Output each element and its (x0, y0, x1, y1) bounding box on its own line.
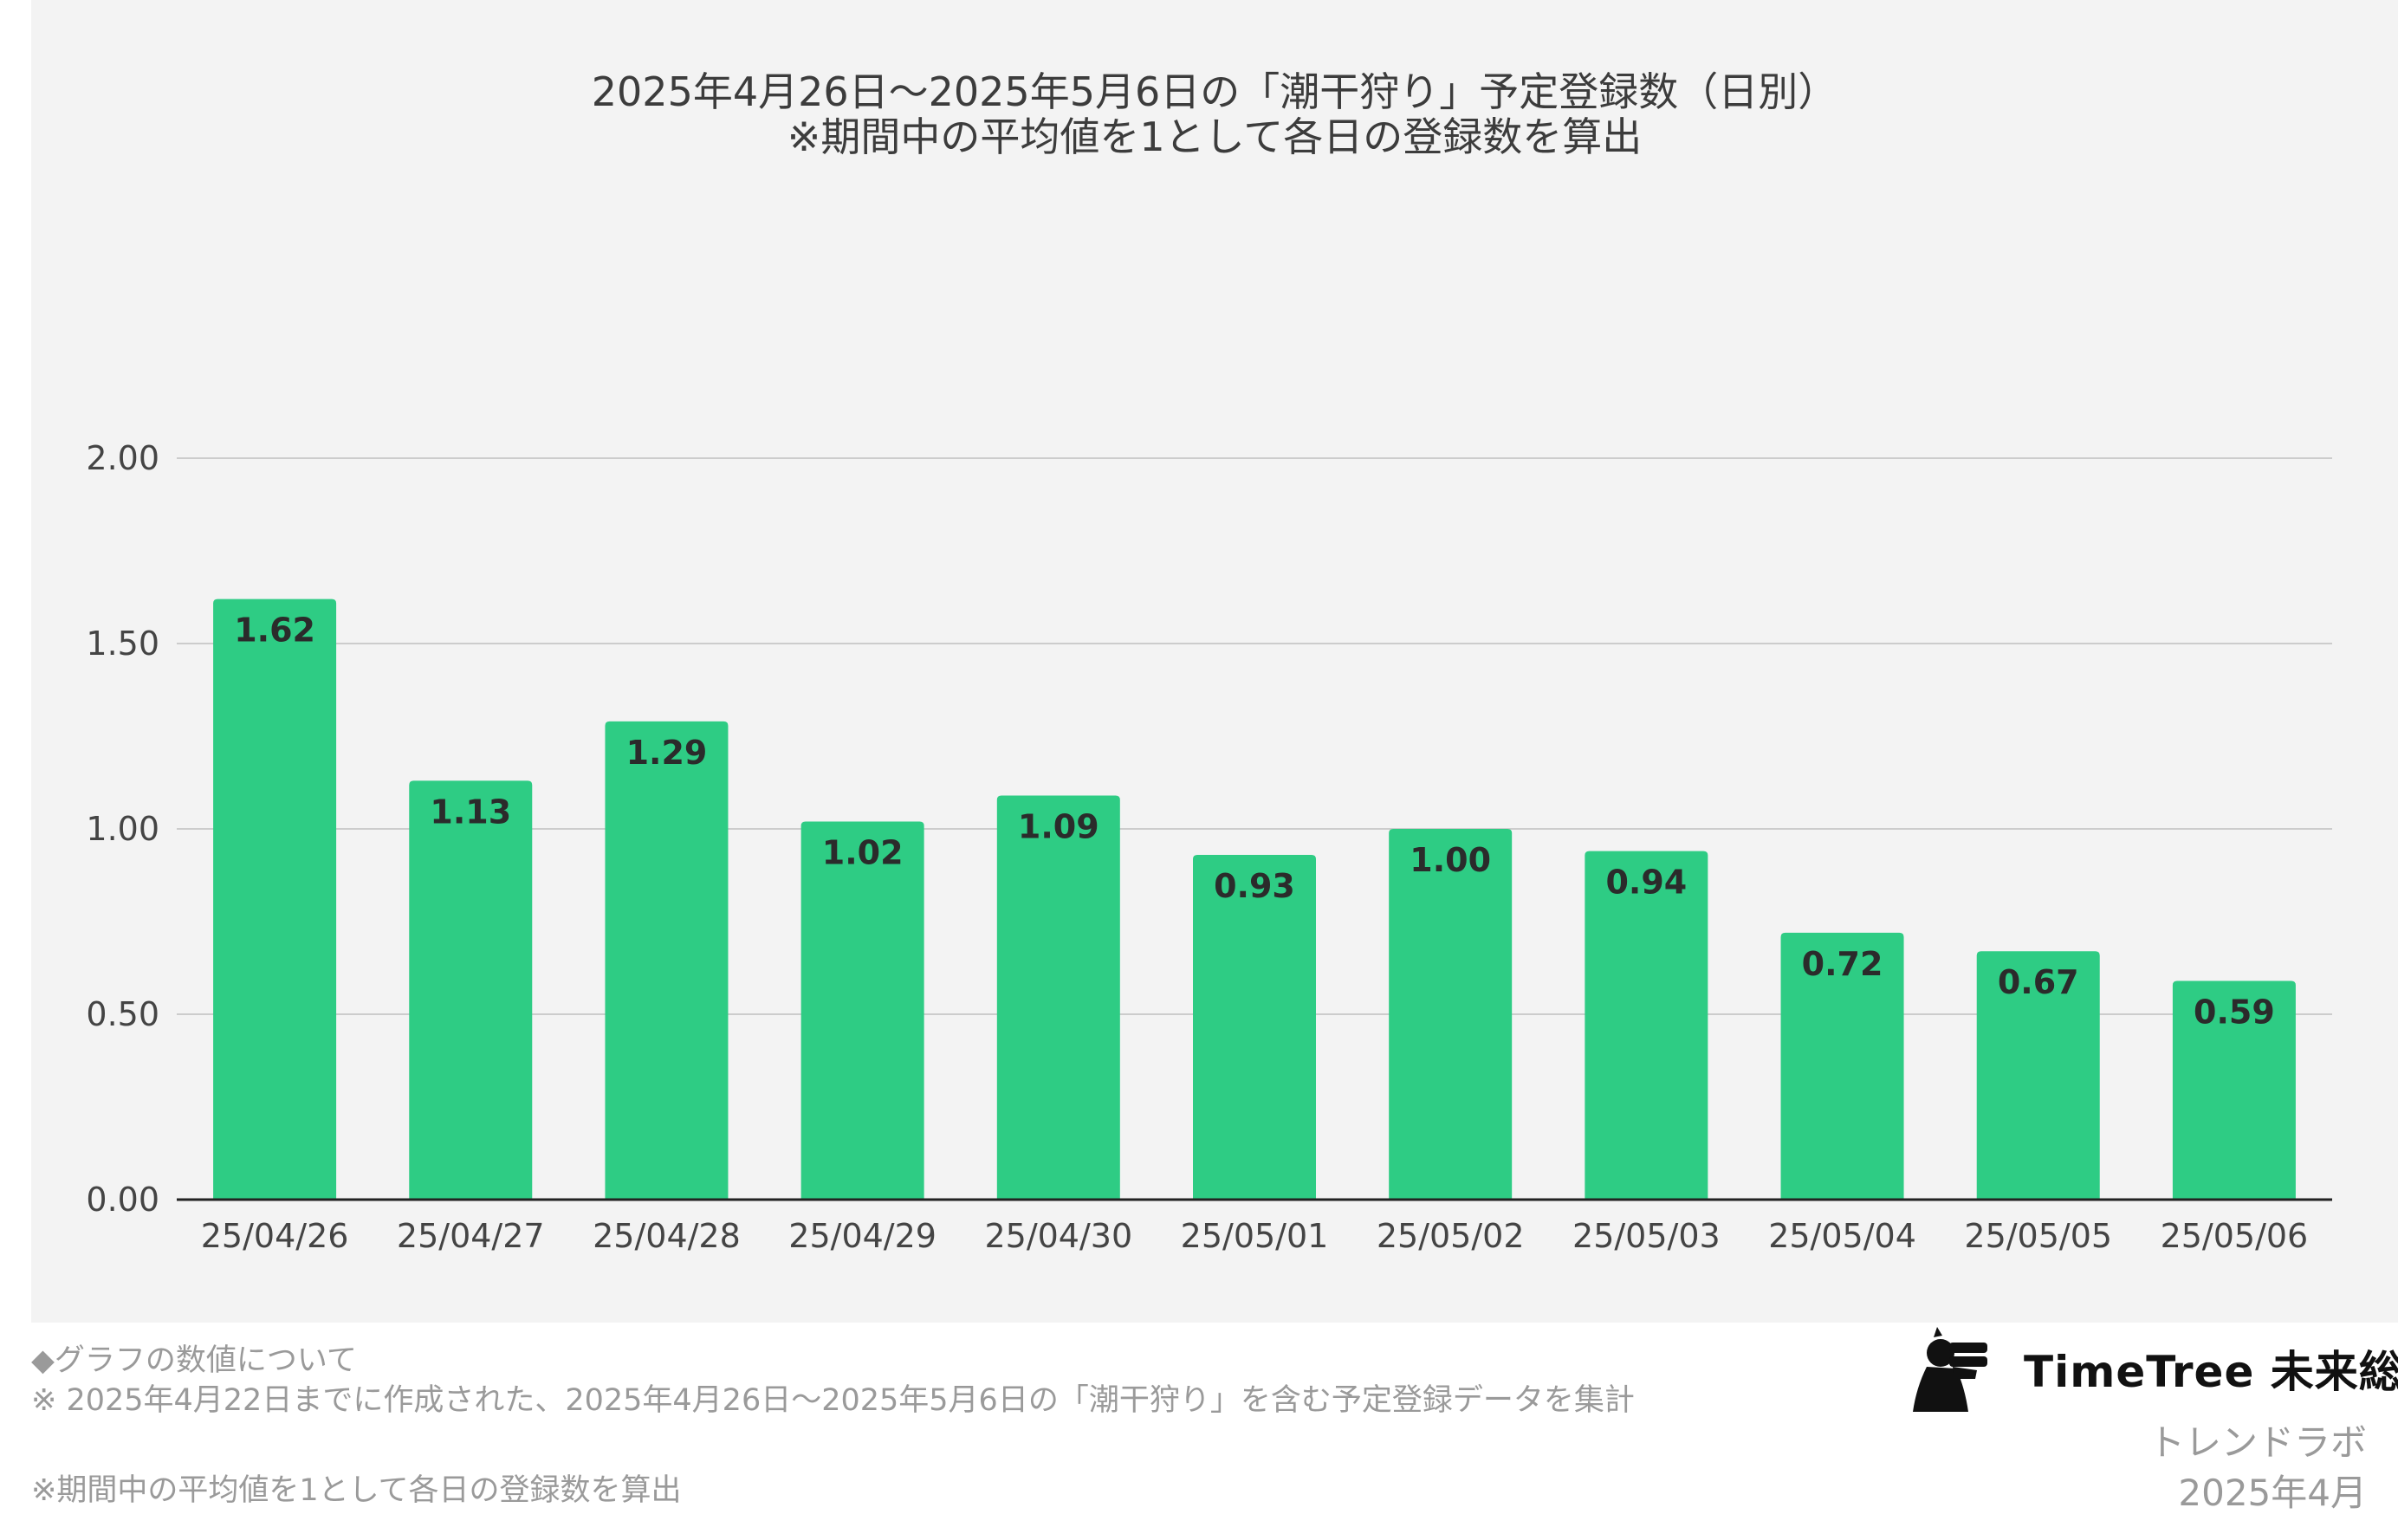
brand-name: TimeTree 未来総研 (2024, 1337, 2398, 1400)
data-label: 1.02 (822, 833, 904, 871)
data-label: 1.13 (430, 793, 511, 831)
brand-sub: トレンドラボ (2148, 1414, 2367, 1466)
data-label: 0.94 (1605, 864, 1687, 902)
x-tick-label: 25/04/26 (201, 1217, 349, 1255)
x-tick-label: 25/05/02 (1377, 1217, 1525, 1255)
bar (605, 721, 728, 1200)
notes-line-2: ※期間中の平均値を1として各日の登録数を算出 (31, 1466, 682, 1510)
y-tick-label: 0.00 (86, 1181, 159, 1219)
data-label: 1.62 (234, 611, 315, 650)
y-tick-label: 1.00 (86, 810, 159, 848)
bar (1585, 851, 1708, 1200)
data-label: 1.09 (1018, 807, 1099, 845)
y-tick-label: 0.50 (86, 995, 159, 1033)
brand-logo: TimeTree 未来総研 (1902, 1318, 2398, 1414)
x-tick-label: 25/04/29 (788, 1217, 937, 1255)
x-tick-label: 25/05/01 (1181, 1217, 1329, 1255)
notes-line-1: ※ 2025年4月22日までに作成された、2025年4月26日〜2025年5月6… (31, 1379, 1842, 1422)
x-tick-label: 25/05/06 (2161, 1217, 2309, 1255)
data-label: 1.29 (626, 734, 708, 772)
x-tick-label: 25/05/05 (1964, 1217, 2112, 1255)
bar (801, 821, 924, 1200)
y-tick-label: 1.50 (86, 624, 159, 663)
bar (1389, 829, 1512, 1200)
bar (1193, 855, 1316, 1200)
data-label: 0.59 (2194, 993, 2275, 1031)
x-tick-label: 25/05/03 (1572, 1217, 1721, 1255)
binoculars-person-icon (1908, 1318, 2012, 1414)
x-tick-label: 25/04/28 (593, 1217, 741, 1255)
bar (409, 780, 532, 1200)
y-tick-label: 2.00 (86, 439, 159, 477)
data-label: 1.00 (1410, 841, 1491, 879)
bar-chart: 0.00 0.50 1.00 1.50 2.00 1.62 25/04/26 1.13 25/0… (31, 0, 2398, 1323)
data-label: 0.93 (1214, 867, 1295, 905)
notes-heading: ◆グラフの数値について (31, 1336, 357, 1380)
x-tick-label: 25/04/27 (397, 1217, 545, 1255)
bar (997, 795, 1120, 1200)
chart-panel: 2025年4月26日〜2025年5月6日の「潮干狩り」予定登録数（日別） ※期間… (31, 0, 2398, 1323)
brand-date: 2025年4月 (2178, 1464, 2367, 1517)
data-label: 0.67 (1998, 963, 2079, 1001)
x-tick-label: 25/05/04 (1768, 1217, 1916, 1255)
bar (213, 599, 336, 1200)
x-tick-label: 25/04/30 (984, 1217, 1132, 1255)
data-label: 0.72 (1802, 945, 1883, 983)
